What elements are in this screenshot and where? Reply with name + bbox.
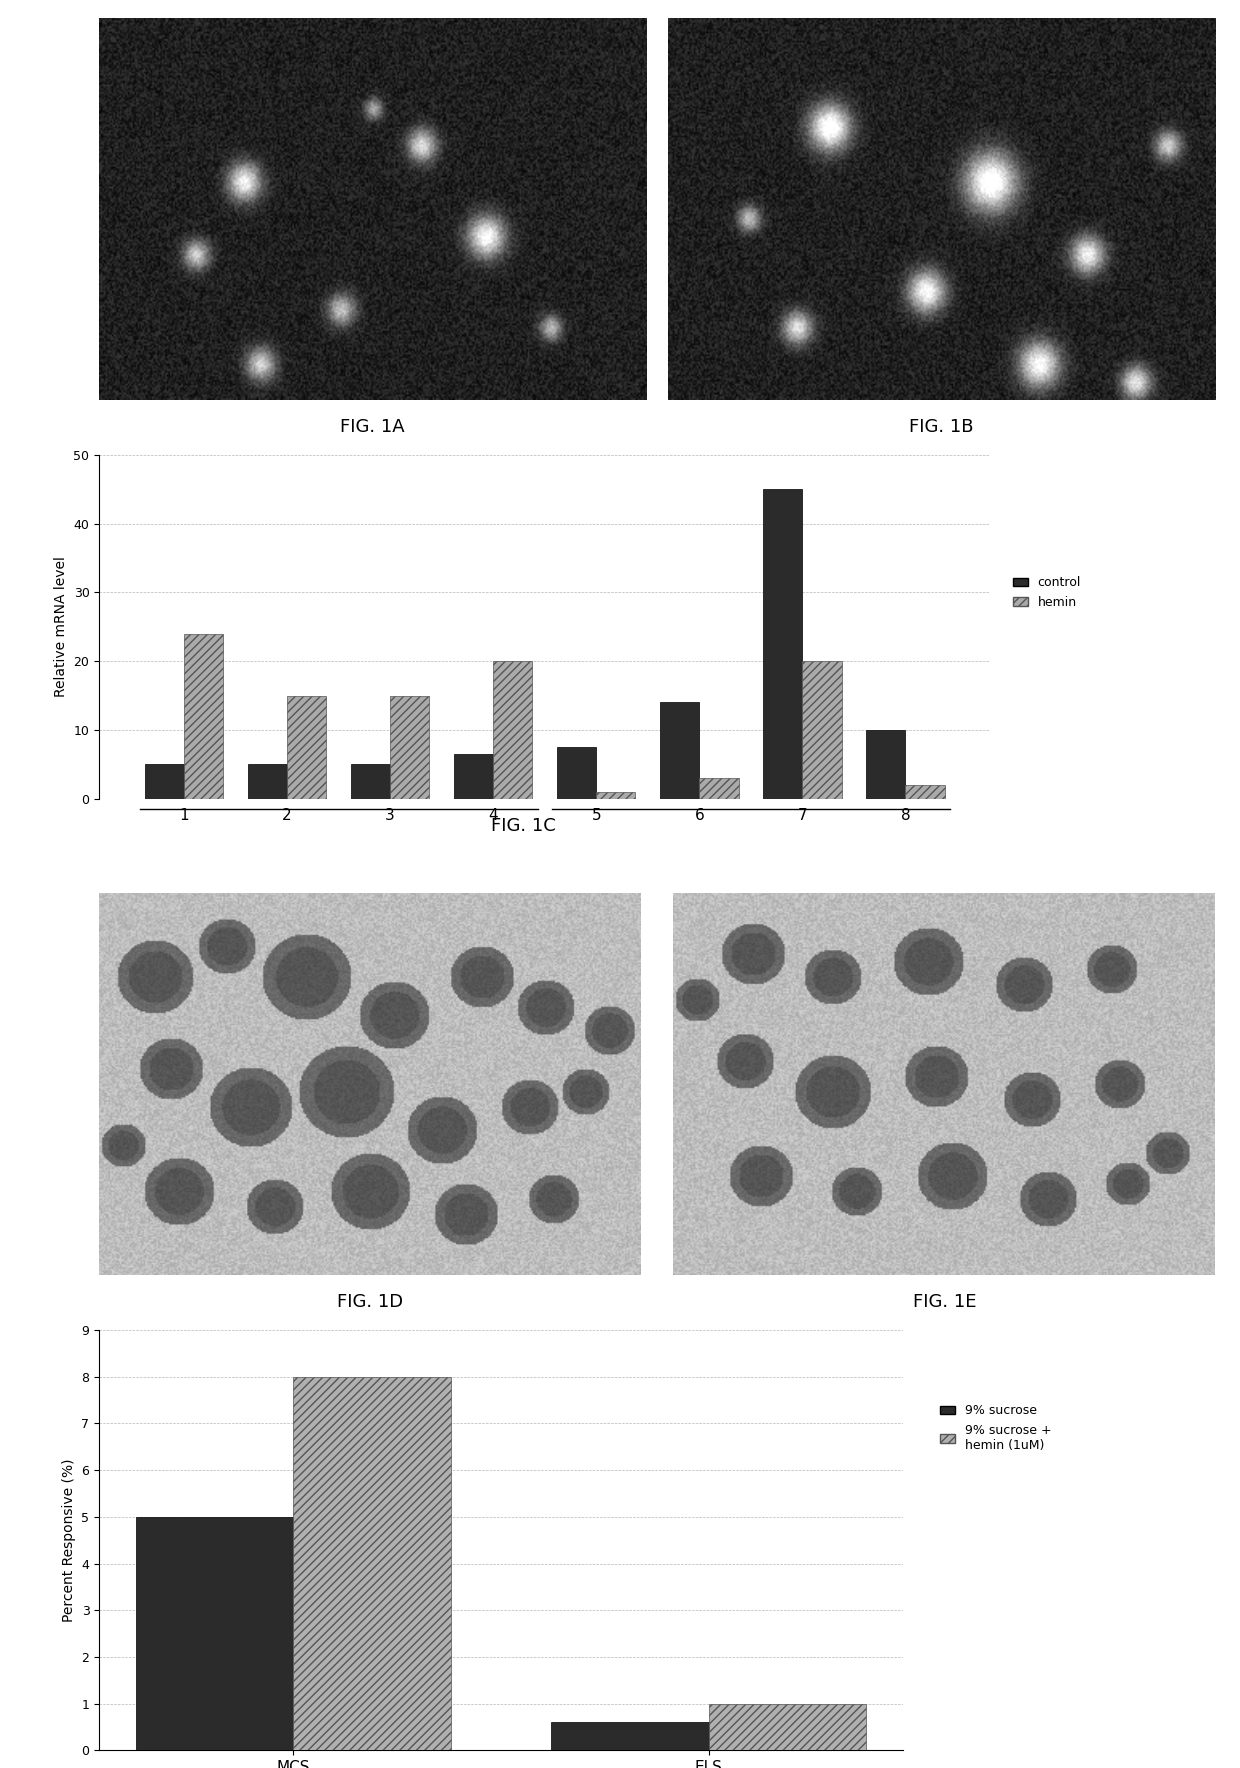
Bar <box>905 785 945 799</box>
Bar <box>699 778 739 799</box>
Bar <box>454 753 494 799</box>
Bar <box>391 695 429 799</box>
Legend: control, hemin: control, hemin <box>1008 571 1086 613</box>
Text: FIG. 1B: FIG. 1B <box>909 419 973 437</box>
Text: FIG. 1D: FIG. 1D <box>337 1294 403 1312</box>
Bar <box>708 1704 867 1750</box>
Bar <box>135 1517 294 1750</box>
Text: FIG. 1C: FIG. 1C <box>491 817 556 834</box>
Text: FIG. 1E: FIG. 1E <box>913 1294 976 1312</box>
Bar <box>294 1377 451 1750</box>
Bar <box>802 661 842 799</box>
Bar <box>494 661 532 799</box>
Bar <box>184 633 223 799</box>
Bar <box>351 764 391 799</box>
Bar <box>596 792 635 799</box>
Bar <box>660 702 699 799</box>
Bar <box>145 764 184 799</box>
Bar <box>764 490 802 799</box>
Y-axis label: Percent Responsive (%): Percent Responsive (%) <box>62 1459 76 1621</box>
Bar <box>557 748 596 799</box>
Legend: 9% sucrose, 9% sucrose +
hemin (1uM): 9% sucrose, 9% sucrose + hemin (1uM) <box>935 1398 1056 1457</box>
Bar <box>867 730 905 799</box>
Bar <box>288 695 326 799</box>
Bar <box>248 764 288 799</box>
Bar <box>551 1722 708 1750</box>
Text: FIG. 1A: FIG. 1A <box>341 419 405 437</box>
Y-axis label: Relative mRNA level: Relative mRNA level <box>53 557 68 697</box>
